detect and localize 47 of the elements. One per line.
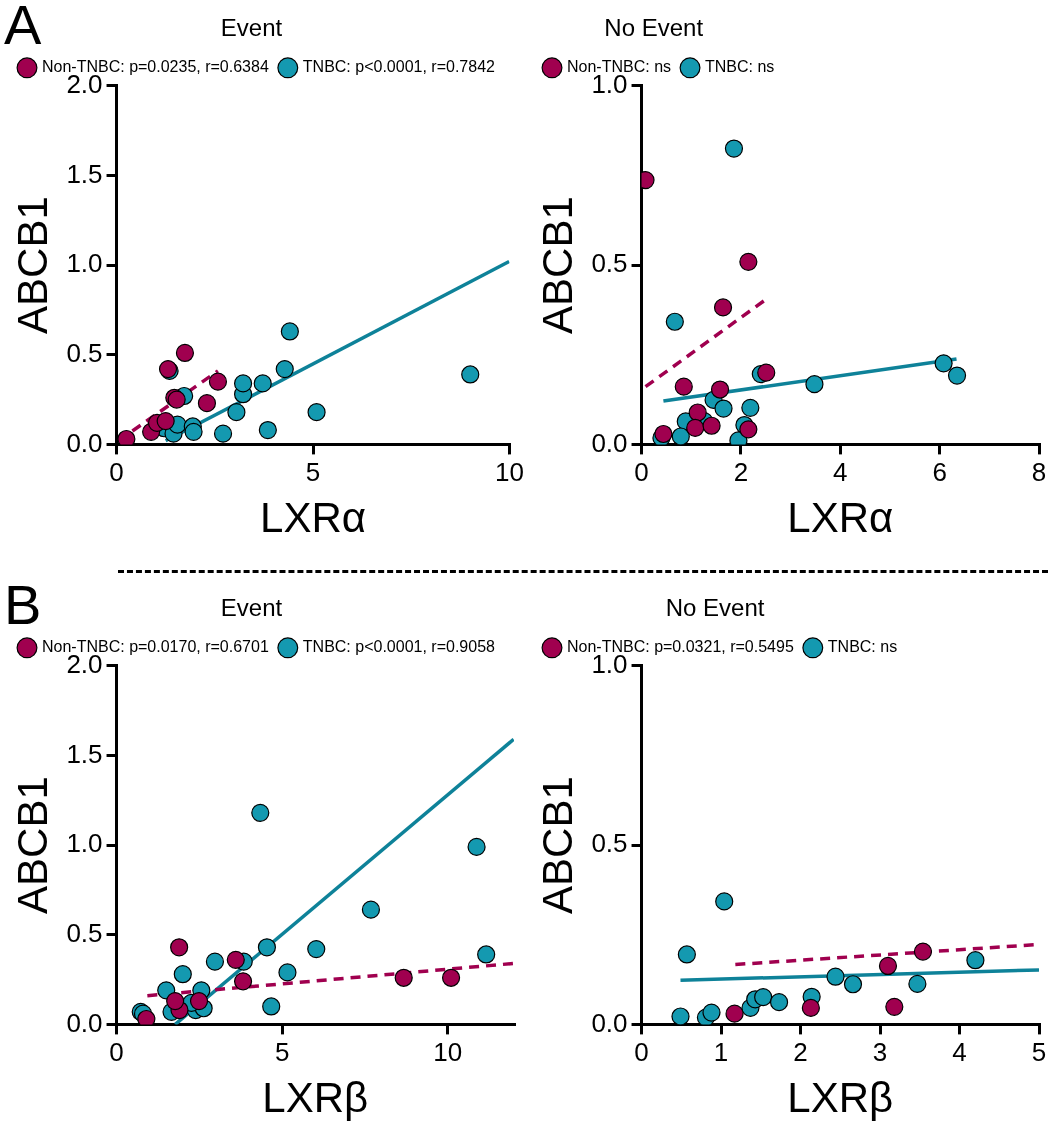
x-tick-label: 10 xyxy=(495,457,524,488)
x-tick-label: 0 xyxy=(109,457,124,488)
y-axis-title: ABCB1 xyxy=(8,776,56,914)
legend-title: Event xyxy=(220,13,283,41)
x-tick-label: 4 xyxy=(833,457,848,488)
x-tick-label: 6 xyxy=(932,457,947,488)
y-tick-label: 0.5 xyxy=(591,828,628,859)
legend-title: Event xyxy=(220,593,283,621)
x-tick-label: 0 xyxy=(634,457,649,488)
x-axis-title: LXRβ xyxy=(262,1074,369,1122)
y-tick-label: 1.5 xyxy=(66,738,103,769)
x-tick-label: 3 xyxy=(872,1037,888,1068)
x-tick-label: 2 xyxy=(733,457,749,488)
y-tick-label: 0.0 xyxy=(66,1007,103,1038)
x-axis-title: LXRβ xyxy=(787,1074,894,1122)
legend-label: TNBC: ns xyxy=(827,638,898,656)
x-tick-label: 10 xyxy=(433,1037,463,1068)
y-tick-label: 0.0 xyxy=(591,427,628,458)
legend-title: No Event xyxy=(604,13,704,41)
x-tick-label: 0 xyxy=(634,1037,649,1068)
y-tick-label: 0.0 xyxy=(591,1007,628,1038)
x-tick-label: 2 xyxy=(793,1037,808,1068)
x-tick-label: 8 xyxy=(1031,457,1047,488)
y-tick-label: 0.5 xyxy=(66,917,103,948)
x-tick-label: 5 xyxy=(305,457,321,488)
y-tick-label: 0.0 xyxy=(66,427,103,458)
text: A xyxy=(4,0,42,56)
text: B xyxy=(4,573,42,636)
legend-title: No Event xyxy=(665,593,765,621)
y-tick-label: 1.0 xyxy=(66,248,103,279)
y-axis-title: ABCB1 xyxy=(533,776,581,914)
y-tick-label: 0.5 xyxy=(591,248,628,279)
y-axis-title: ABCB1 xyxy=(533,196,581,334)
x-tick-label: 0 xyxy=(109,1037,124,1068)
x-axis-title: LXRα xyxy=(260,494,367,542)
x-axis-title: LXRα xyxy=(787,494,894,542)
legend-label: TNBC: ns xyxy=(705,58,775,76)
legend-label: TNBC: p<0.0001, r=0.7842 xyxy=(302,58,496,76)
y-tick-label: 1.0 xyxy=(66,828,103,859)
legend-label: TNBC: p<0.0001, r=0.9058 xyxy=(302,638,496,656)
x-tick-label: 5 xyxy=(274,1037,290,1068)
x-tick-label: 5 xyxy=(1031,1037,1047,1068)
x-tick-label: 1 xyxy=(713,1037,729,1068)
y-tick-label: 1.5 xyxy=(66,158,103,189)
x-tick-label: 4 xyxy=(952,1037,967,1068)
y-axis-title: ABCB1 xyxy=(8,196,56,334)
y-tick-label: 0.5 xyxy=(66,337,103,368)
